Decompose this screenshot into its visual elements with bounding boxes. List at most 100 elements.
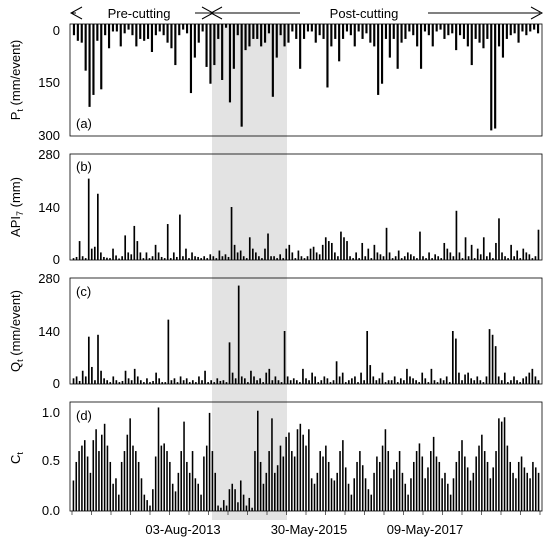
panel-a-bar xyxy=(143,24,146,41)
panel-d-bar xyxy=(152,489,154,511)
panel-d-bar xyxy=(279,445,282,511)
panel-d-bar xyxy=(143,494,146,511)
panel-c-bar xyxy=(97,334,99,384)
panel-c-bar xyxy=(75,376,78,384)
panel-d-ylabel: Ct xyxy=(8,452,25,464)
panel-a-bar xyxy=(76,24,79,41)
panel-b-bar xyxy=(312,246,315,260)
panel-d-bar xyxy=(163,443,165,511)
panel-b-bar xyxy=(273,256,275,260)
panel-a-ytick-1: 150 xyxy=(38,75,60,90)
panel-d-bar xyxy=(239,480,242,511)
panel-a-bar xyxy=(419,24,423,69)
panel-a-bar xyxy=(533,24,536,30)
panel-d-label: (d) xyxy=(76,408,92,423)
x-tick-label-2015: 30-May-2015 xyxy=(271,522,348,537)
panel-b-bar xyxy=(452,256,455,260)
panel-b-bar xyxy=(185,248,187,260)
panel-d-bar xyxy=(418,443,421,511)
panel-a-bar xyxy=(416,24,419,47)
panel-a-bar xyxy=(521,24,524,32)
panel-d-bar xyxy=(101,434,103,511)
panel-a-bar xyxy=(349,24,352,36)
panel-c-bar xyxy=(421,372,424,384)
panel-a-bar xyxy=(146,24,150,39)
panel-c-bar xyxy=(191,380,194,384)
panel-d-bar xyxy=(276,465,279,511)
panel-d-bar xyxy=(285,436,287,511)
panel-d-bar xyxy=(149,505,151,511)
panel-b-bar xyxy=(157,252,160,260)
panel-d-bar xyxy=(481,434,483,511)
panel-c-bar xyxy=(522,378,525,384)
panel-b-bar xyxy=(163,258,166,260)
panel-b-bar xyxy=(403,256,406,260)
panel-b-bar xyxy=(291,252,294,260)
panel-c-bar xyxy=(152,380,154,384)
panel-d-bar xyxy=(109,461,112,511)
panel-a-bar xyxy=(497,24,501,47)
panel-a-bar xyxy=(302,24,306,39)
panel-a-bar xyxy=(388,24,391,58)
panel-c-bar xyxy=(207,382,209,384)
panel-a-bar xyxy=(365,24,368,34)
panel-c-bar xyxy=(384,382,387,384)
panel-c-bar xyxy=(170,380,173,384)
panel-d-bar xyxy=(478,445,480,511)
panel-d-bar xyxy=(325,445,327,511)
panel-a-bar xyxy=(248,24,251,47)
panel-b-bar xyxy=(413,256,415,260)
x-tick-label-2013: 03-Aug-2013 xyxy=(145,522,220,537)
panel-a-bar xyxy=(470,24,473,66)
panel-a-bar xyxy=(501,24,505,58)
panel-b-bar xyxy=(343,237,345,260)
panel-c-bar xyxy=(510,380,512,384)
panel-c-bar xyxy=(222,380,225,384)
panel-c-bar xyxy=(528,372,531,384)
panel-d-bar xyxy=(92,440,95,511)
panel-b-bar xyxy=(182,256,184,260)
panel-c-bar xyxy=(256,380,258,384)
panel-b-bar xyxy=(446,248,449,260)
panel-c-bar xyxy=(455,338,457,384)
panel-b-bar xyxy=(139,252,142,260)
panel-d-bar xyxy=(458,451,460,511)
panel-b-bar xyxy=(87,178,90,260)
panel-d-ytick-0: 1.0 xyxy=(42,405,60,420)
panel-a-bar xyxy=(100,24,103,90)
pre-cutting-arrowhead-left xyxy=(69,6,83,20)
panel-d-bar xyxy=(398,451,401,511)
panel-d-bar xyxy=(441,478,443,511)
panel-c-bar xyxy=(305,378,307,384)
panel-d-bar xyxy=(495,451,497,511)
panel-c-bar xyxy=(225,382,228,384)
panel-c-bar xyxy=(280,382,283,384)
panel-d-bar xyxy=(95,429,97,511)
panel-c-bar xyxy=(329,382,332,384)
panel-c-bar xyxy=(403,380,405,384)
panel-b: (b) 280 140 0 API7 (mm) xyxy=(8,147,543,267)
panel-a-bar xyxy=(240,24,243,127)
panel-d-bar xyxy=(381,445,384,511)
panel-b-bar xyxy=(364,256,367,260)
panel-b-bar xyxy=(93,246,96,260)
panel-c-bar xyxy=(185,378,188,384)
panel-d-bar xyxy=(118,494,120,511)
panel-c-bar xyxy=(127,378,130,384)
panel-a-bar xyxy=(482,24,485,49)
panel-c-bar xyxy=(155,372,157,384)
panel-c-bar xyxy=(531,368,534,384)
period-header: Pre-cutting Post-cutting xyxy=(69,6,544,21)
panel-c-bar xyxy=(201,380,203,384)
panel-b-bar xyxy=(495,242,497,260)
panel-b-bar xyxy=(492,258,494,260)
panel-a-bar xyxy=(341,24,345,39)
panel-c-bar xyxy=(442,380,445,384)
panel-a-bar xyxy=(111,24,115,32)
panel-d-bar xyxy=(89,472,92,511)
panel-d-bar xyxy=(509,461,511,511)
panel-b-bar xyxy=(485,256,488,260)
panel-d-bar xyxy=(126,434,129,511)
panel-d-bar xyxy=(160,445,163,511)
panel-c-bar xyxy=(476,376,479,384)
